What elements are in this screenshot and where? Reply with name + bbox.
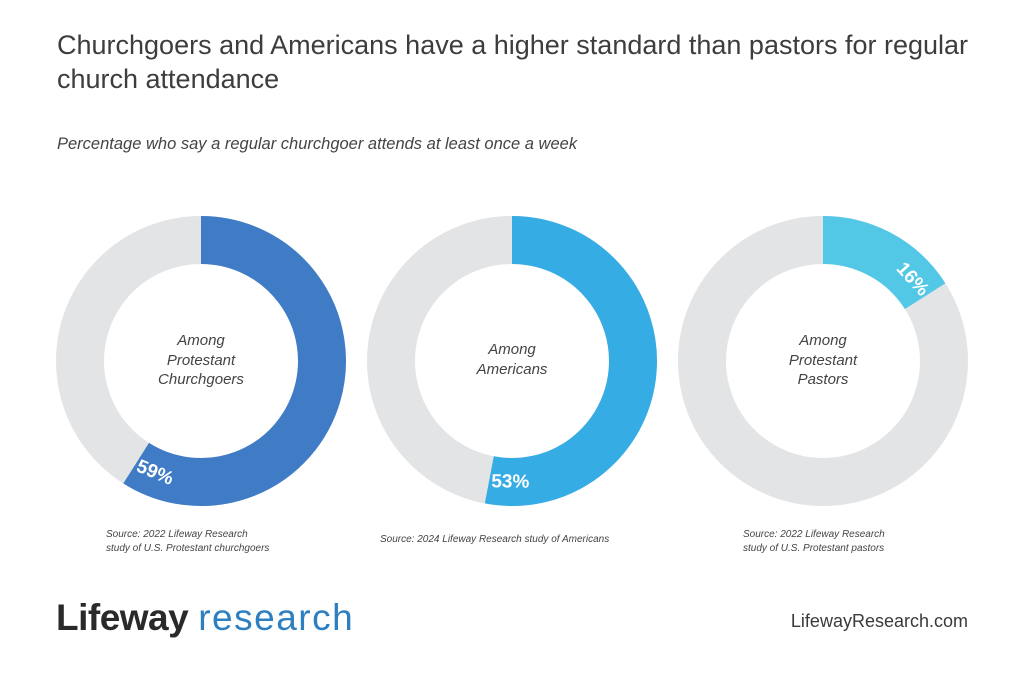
donut-americans: 53% — [367, 216, 657, 506]
donut-value-label: 53% — [491, 471, 529, 493]
donut-label-line: Among — [177, 332, 225, 349]
source-note-pastors: Source: 2022 Lifeway Research study of U… — [743, 528, 885, 555]
donut-label-line: Americans — [476, 360, 548, 378]
donut-segment-pastors — [822, 216, 946, 310]
donut-label-line: Churchgoers — [158, 371, 244, 388]
source-line: Source: 2022 Lifeway Research — [743, 529, 885, 540]
source-line: Source: 2024 Lifeway Research study of A… — [380, 534, 610, 545]
lifeway-research-logo: Lifeway research — [56, 596, 354, 640]
donut-label-line: Protestant — [788, 351, 858, 369]
source-note-churchgoers: Source: 2022 Lifeway Research study of U… — [106, 528, 269, 555]
donut-label-pastors: Among Protestant Pastors — [743, 331, 903, 390]
logo-research-text: research — [198, 597, 355, 638]
source-line: study of U.S. Protestant pastors — [743, 542, 885, 554]
donut-label-americans: Among Americans — [432, 340, 592, 379]
chart-title: Churchgoers and Americans have a higher … — [57, 30, 969, 94]
donut-label-line: Among — [799, 332, 847, 349]
donut-label-line: Among — [488, 341, 536, 358]
donut-label-line: Protestant — [166, 351, 236, 369]
donut-label-churchgoers: Among Protestant Churchgoers — [121, 331, 281, 390]
logo-brand-text: Lifeway — [56, 597, 189, 638]
donut-churchgoers: 59% — [56, 216, 346, 506]
source-line: Source: 2022 Lifeway Research — [106, 529, 248, 540]
donut-label-line: Pastors — [797, 371, 849, 388]
donut-segment-churchgoers — [123, 216, 346, 506]
source-note-americans: Source: 2024 Lifeway Research study of A… — [380, 533, 609, 547]
donut-pastors: 16% — [678, 216, 968, 506]
source-line: study of U.S. Protestant churchgoers — [106, 542, 270, 554]
chart-subtitle: Percentage who say a regular churchgoer … — [57, 135, 578, 153]
website-url: LifewayResearch.com — [790, 611, 968, 631]
donut-segment-americans — [484, 216, 657, 506]
